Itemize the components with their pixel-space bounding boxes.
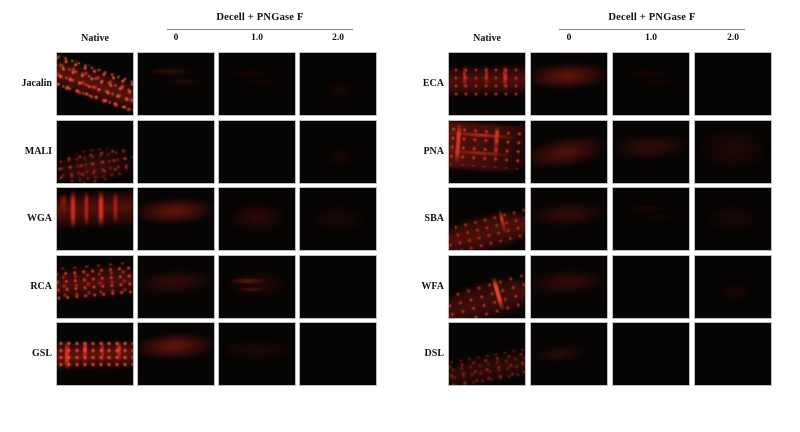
lectin-label-wfa: WFA	[421, 280, 444, 292]
micrograph-panel-wfa-20	[694, 254, 772, 319]
micrograph-grid	[56, 52, 377, 386]
micrograph-panel-eca-0	[530, 52, 608, 116]
micrograph-panel-gsl-0	[137, 322, 215, 386]
lectin-label-mali: MALI	[24, 145, 52, 157]
treatment-header: Decell + PNGase F	[216, 12, 304, 23]
micrograph-panel-mali-native	[56, 119, 134, 184]
micrograph-panel-mali-10	[218, 119, 296, 184]
column-header-native: Native	[81, 33, 109, 44]
micrograph-panel-wfa-native	[448, 254, 526, 319]
panel-group-right: Decell + PNGase F Native 0 1.0 2.0 ECA PN…	[392, 0, 792, 432]
column-header-dose-1: 1.0	[645, 33, 657, 43]
panel-group-left: Decell + PNGase F Native 0 1.0 2.0 Jacal…	[0, 0, 400, 432]
micrograph-panel-wfa-0	[530, 254, 608, 319]
treatment-underline	[559, 29, 745, 30]
micrograph-panel-rca-20	[299, 254, 377, 319]
micrograph-panel-wga-20	[299, 187, 377, 251]
lectin-label-sba: SBA	[424, 213, 444, 224]
micrograph-panel-wga-0	[137, 187, 215, 251]
lectin-label-pna: PNA	[423, 145, 444, 157]
lectin-label-jacalin: Jacalin	[21, 78, 52, 89]
micrograph-panel-pna-0	[530, 119, 608, 184]
micrograph-panel-rca-0	[137, 254, 215, 319]
micrograph-panel-jacalin-native	[56, 52, 134, 116]
lectin-label-eca: ECA	[422, 78, 444, 89]
micrograph-panel-gsl-20	[299, 322, 377, 386]
micrograph-panel-rca-native	[56, 254, 134, 319]
lectin-label-rca: RCA	[30, 280, 52, 292]
micrograph-panel-dsl-0	[530, 322, 608, 386]
lectin-label-wga: WGA	[27, 213, 52, 224]
micrograph-panel-wfa-10	[612, 254, 690, 319]
micrograph-panel-mali-20	[299, 119, 377, 184]
lectin-label-dsl: DSL	[424, 348, 444, 359]
micrograph-panel-eca-20	[694, 52, 772, 116]
column-header-dose-1: 1.0	[251, 33, 263, 43]
micrograph-panel-jacalin-10	[218, 52, 296, 116]
micrograph-panel-pna-20	[694, 119, 772, 184]
micrograph-panel-eca-10	[612, 52, 690, 116]
column-header-dose-2: 2.0	[727, 33, 739, 43]
micrograph-panel-pna-native	[448, 119, 526, 184]
micrograph-panel-pna-10	[612, 119, 690, 184]
lectin-label-gsl: GSL	[31, 348, 52, 359]
micrograph-panel-wga-native	[56, 187, 134, 251]
micrograph-panel-eca-native	[448, 52, 526, 116]
micrograph-panel-sba-native	[448, 187, 526, 251]
micrograph-panel-sba-0	[530, 187, 608, 251]
micrograph-panel-jacalin-20	[299, 52, 377, 116]
micrograph-panel-dsl-native	[448, 322, 526, 386]
column-header-dose-0: 0	[173, 33, 179, 43]
treatment-underline	[167, 29, 353, 30]
micrograph-panel-wga-10	[218, 187, 296, 251]
micrograph-panel-dsl-10	[612, 322, 690, 386]
micrograph-panel-sba-20	[694, 187, 772, 251]
column-header-dose-2: 2.0	[332, 33, 344, 43]
micrograph-panel-gsl-native	[56, 322, 134, 386]
treatment-header: Decell + PNGase F	[608, 12, 696, 23]
micrograph-grid	[448, 52, 772, 386]
column-header-native: Native	[473, 33, 501, 44]
micrograph-panel-mali-0	[137, 119, 215, 184]
micrograph-panel-dsl-20	[694, 322, 772, 386]
micrograph-panel-gsl-10	[218, 322, 296, 386]
micrograph-panel-rca-10	[218, 254, 296, 319]
micrograph-panel-jacalin-0	[137, 52, 215, 116]
micrograph-panel-sba-10	[612, 187, 690, 251]
column-header-dose-0: 0	[566, 33, 572, 43]
